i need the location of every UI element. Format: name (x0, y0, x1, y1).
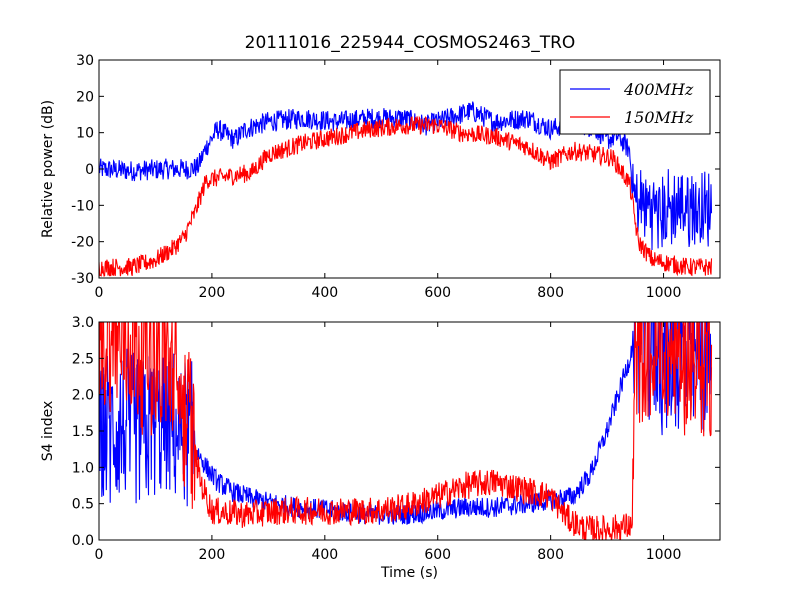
y-tick-label: 3.0 (72, 315, 94, 331)
x-tick-label: 0 (95, 285, 104, 301)
x-tick-label: 400 (311, 285, 338, 301)
y-tick-label: 2.0 (72, 388, 94, 404)
x-tick-label: 600 (424, 547, 451, 563)
legend: 400MHz 150MHz (559, 69, 711, 135)
power-chart: 0 200 400 600 800 1000 -30 -20 -10 0 10 20 30 Relativ… (40, 53, 721, 301)
y-tick-label: 30 (76, 53, 94, 69)
y-tick-label: 0.5 (72, 497, 94, 513)
x-tick-label: 200 (199, 547, 226, 563)
y-axis-label: Relative power (dB) (40, 100, 56, 238)
legend-label: 400MHz (623, 80, 694, 99)
y-tick-label: -10 (71, 198, 94, 214)
y-tick-label: 1.5 (72, 424, 94, 440)
series-line-150mhz (99, 115, 713, 277)
y-tick-label: 1.0 (72, 460, 94, 476)
x-tick-label: 1000 (646, 547, 682, 563)
x-tick-label: 400 (311, 547, 338, 563)
series-line-400mhz (99, 101, 713, 251)
y-tick-label: 2.5 (72, 351, 94, 367)
x-tick-label: 1000 (646, 285, 682, 301)
x-tick-label: 800 (537, 285, 564, 301)
y-tick-label: -20 (71, 235, 94, 251)
x-axis-label: Time (s) (380, 565, 438, 581)
legend-label: 150MHz (624, 108, 694, 127)
y-tick-label: -30 (71, 271, 94, 287)
x-tick-label: 0 (95, 547, 104, 563)
series-line-150mhz (99, 322, 713, 540)
y-tick-label: 10 (76, 126, 94, 142)
plot-area (99, 322, 713, 540)
y-tick-label: 20 (76, 89, 94, 105)
plot-area (99, 101, 713, 277)
x-tick-label: 200 (199, 285, 226, 301)
figure-title: 20111016_225944_COSMOS2463_TRO (245, 33, 576, 53)
s4-chart: 0 200 400 600 800 1000 0.0 0.5 1.0 1.5 2.0 2.5 3.0 S4… (40, 315, 721, 581)
legend-box (559, 69, 711, 135)
y-tick-label: 0 (85, 162, 94, 178)
x-tick-label: 600 (424, 285, 451, 301)
y-axis-label: S4 index (40, 401, 56, 462)
y-tick-label: 0.0 (72, 533, 94, 549)
x-tick-label: 800 (537, 547, 564, 563)
